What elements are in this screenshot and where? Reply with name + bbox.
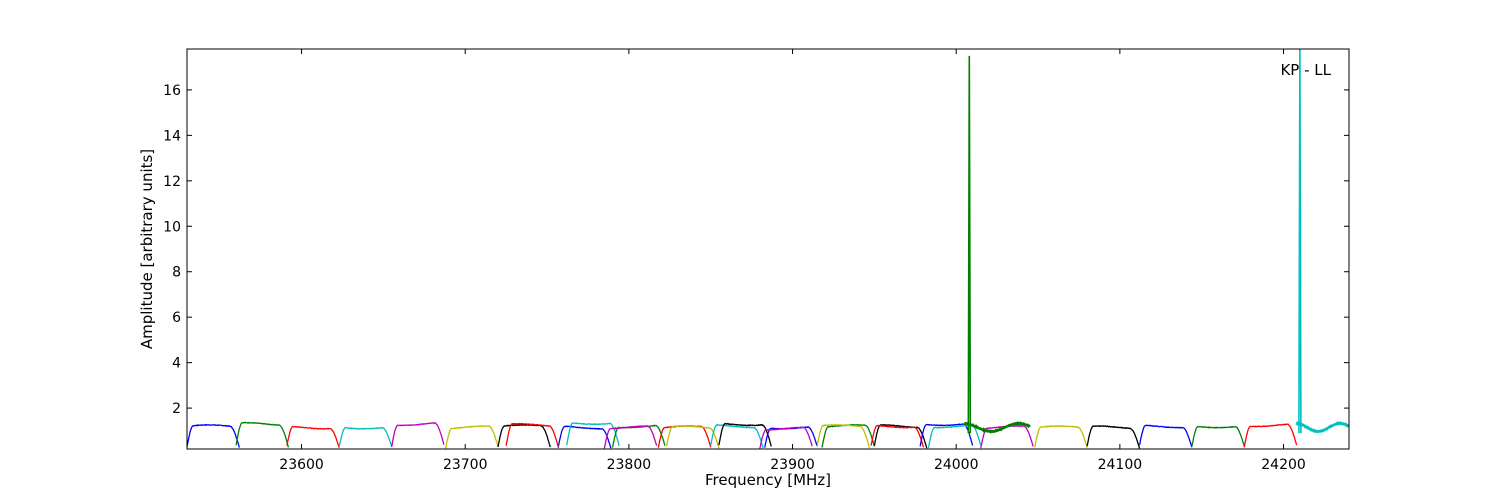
band-series-line — [566, 421, 620, 447]
x-tick-label: 24100 — [1098, 457, 1143, 473]
band-series-line — [710, 423, 764, 449]
plot-frame — [186, 48, 1350, 450]
spike-line — [967, 55, 972, 434]
x-tick-label: 23800 — [607, 457, 652, 473]
band-series-line — [338, 426, 393, 447]
x-tick-label: 24200 — [1261, 457, 1306, 473]
band-series-line — [603, 425, 658, 449]
band-series-line — [1034, 424, 1088, 448]
band-series-line — [1243, 423, 1298, 448]
spike-line — [1298, 49, 1302, 434]
ripple-series-line — [1295, 420, 1349, 434]
plot-area — [187, 49, 1349, 449]
x-tick-label: 23600 — [279, 457, 324, 473]
band-series-line — [187, 423, 240, 448]
y-tick-label: 8 — [172, 265, 181, 281]
band-series-line — [444, 425, 499, 449]
x-tick-label: 23700 — [443, 457, 488, 473]
band-series-line — [816, 423, 871, 449]
y-tick-label: 4 — [172, 356, 181, 372]
y-tick-label: 2 — [172, 401, 181, 417]
band-series-line — [557, 425, 612, 449]
ripple-series-line — [963, 421, 1031, 434]
x-tick-label: 23900 — [770, 457, 815, 473]
band-series-line — [1086, 425, 1141, 449]
band-series-line — [870, 424, 925, 448]
band-series-line — [505, 422, 560, 449]
ticks-layer: 23600 23700 23800 23900 24000 24100 24200 2 4 6 8 1… — [163, 49, 1349, 473]
band-series-line — [665, 425, 720, 449]
band-series-line — [1138, 424, 1193, 448]
series-layer — [187, 49, 1349, 449]
band-series-line — [718, 422, 772, 447]
band-series-line — [286, 425, 340, 448]
y-tick-label: 6 — [172, 310, 181, 326]
y-axis-label: Amplitude [arbitrary units] — [138, 149, 156, 349]
band-series-line — [759, 426, 813, 449]
band-series-line — [235, 421, 290, 448]
band-series-line — [764, 426, 818, 448]
y-tick-label: 12 — [163, 174, 181, 190]
x-tick-label: 24000 — [934, 457, 979, 473]
annotation-label: KP - LL — [1280, 61, 1331, 79]
band-series-line — [1191, 425, 1245, 447]
x-axis-label: Frequency [MHz] — [705, 471, 831, 489]
band-series-line — [390, 422, 445, 448]
band-series-line — [873, 424, 928, 449]
y-tick-label: 14 — [163, 128, 181, 144]
y-tick-label: 16 — [163, 83, 181, 99]
y-tick-label: 10 — [163, 219, 181, 235]
